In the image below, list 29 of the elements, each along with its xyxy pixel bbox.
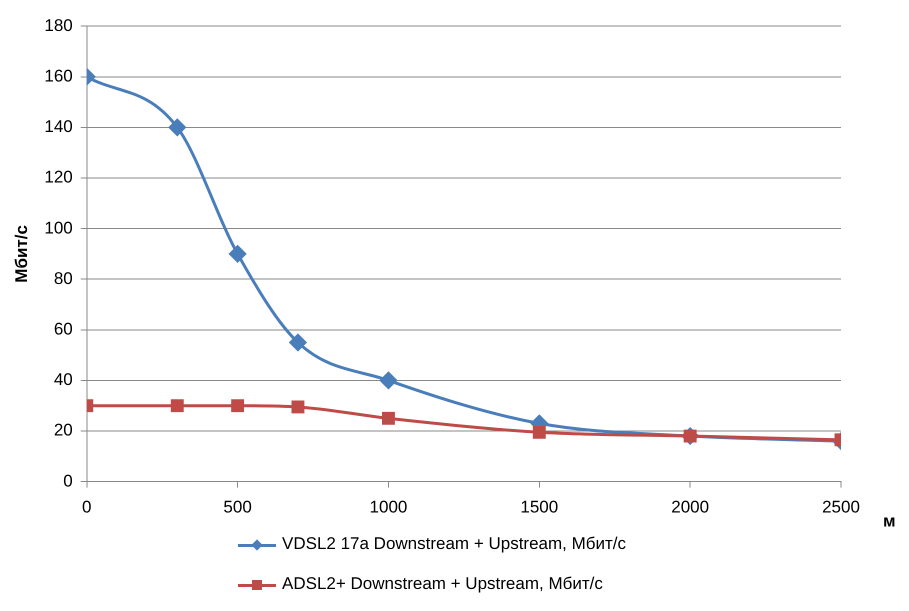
y-tick-label: 100 bbox=[44, 218, 73, 238]
legend-label: ADSL2+ Downstream + Upstream, Мбит/с bbox=[282, 574, 603, 593]
point bbox=[168, 118, 186, 136]
point bbox=[170, 399, 184, 412]
point bbox=[292, 400, 304, 414]
point bbox=[382, 412, 395, 425]
x-tick-label: 0 bbox=[82, 497, 92, 516]
y-tick-label: 140 bbox=[44, 117, 73, 136]
y-tick-label: 180 bbox=[44, 16, 73, 35]
x-tick-label: 2500 bbox=[822, 497, 860, 516]
y-tick-label: 120 bbox=[44, 168, 73, 187]
x-tick-label: 500 bbox=[223, 497, 252, 516]
point bbox=[231, 399, 244, 412]
y-tick-label: 40 bbox=[54, 370, 73, 390]
y-tick-label: 20 bbox=[54, 420, 73, 440]
x-tick-label: 1000 bbox=[370, 497, 408, 516]
y-tick-label: 0 bbox=[63, 471, 73, 490]
y-tick-label: 80 bbox=[54, 268, 73, 288]
y-tick-label: 160 bbox=[44, 66, 73, 86]
legend-label: VDSL2 17a Downstream + Upstream, Мбит/с bbox=[282, 534, 626, 553]
y-tick-label: 60 bbox=[54, 319, 73, 338]
y-axis-title: Мбит/с bbox=[12, 225, 31, 283]
x-axis-title: м bbox=[883, 511, 896, 530]
point bbox=[289, 334, 306, 351]
x-tick-label: 1500 bbox=[520, 497, 558, 516]
x-tick-label: 2000 bbox=[671, 497, 710, 516]
point bbox=[380, 372, 397, 389]
point bbox=[532, 426, 546, 439]
point bbox=[229, 245, 246, 262]
